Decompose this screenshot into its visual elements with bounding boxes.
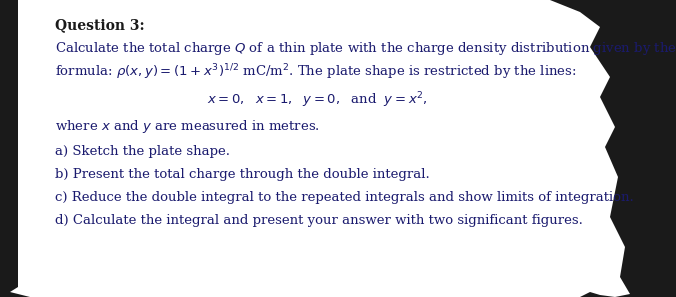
- Text: c) Reduce the double integral to the repeated integrals and show limits of integ: c) Reduce the double integral to the rep…: [55, 191, 634, 204]
- Text: d) Calculate the integral and present your answer with two significant figures.: d) Calculate the integral and present yo…: [55, 214, 583, 227]
- Text: b) Present the total charge through the double integral.: b) Present the total charge through the …: [55, 168, 430, 181]
- Text: Calculate the total charge $Q$ of a thin plate with the charge density distribut: Calculate the total charge $Q$ of a thin…: [55, 40, 676, 57]
- Text: formula: $\rho(x, y) = (1 + x^3)^{1/2}$ mC/m$^2$. The plate shape is restricted : formula: $\rho(x, y) = (1 + x^3)^{1/2}$ …: [55, 62, 577, 82]
- Polygon shape: [10, 0, 630, 297]
- Text: a) Sketch the plate shape.: a) Sketch the plate shape.: [55, 145, 230, 158]
- Text: $x = 0,$  $x = 1,$  $y = 0,$  and  $y = x^2,$: $x = 0,$ $x = 1,$ $y = 0,$ and $y = x^2,…: [208, 90, 428, 110]
- Text: Question 3:: Question 3:: [55, 18, 145, 32]
- Text: where $x$ and $y$ are measured in metres.: where $x$ and $y$ are measured in metres…: [55, 118, 320, 135]
